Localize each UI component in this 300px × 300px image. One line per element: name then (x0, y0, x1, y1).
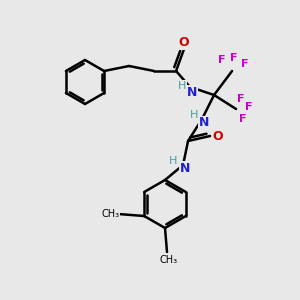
Text: O: O (179, 37, 189, 50)
Text: F: F (218, 55, 226, 65)
Text: F: F (230, 53, 238, 63)
Text: N: N (180, 161, 190, 175)
Text: H: H (190, 110, 198, 120)
Text: O: O (213, 130, 224, 142)
Text: H: H (178, 81, 186, 91)
Text: F: F (239, 114, 247, 124)
Text: N: N (187, 85, 197, 98)
Text: F: F (245, 102, 253, 112)
Text: F: F (241, 59, 249, 69)
Text: H: H (169, 156, 177, 166)
Text: F: F (237, 94, 245, 104)
Text: CH₃: CH₃ (160, 255, 178, 265)
Text: CH₃: CH₃ (101, 209, 119, 219)
Text: N: N (199, 116, 209, 130)
